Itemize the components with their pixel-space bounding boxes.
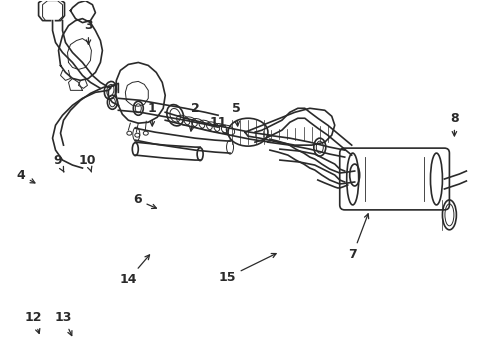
Text: 3: 3 bbox=[84, 19, 93, 44]
Text: 10: 10 bbox=[79, 154, 96, 172]
Text: 12: 12 bbox=[25, 311, 42, 333]
Text: 9: 9 bbox=[53, 154, 64, 172]
Text: 11: 11 bbox=[209, 116, 227, 134]
Text: 1: 1 bbox=[148, 102, 157, 126]
Text: 15: 15 bbox=[219, 253, 276, 284]
Text: 13: 13 bbox=[55, 311, 72, 336]
Text: 4: 4 bbox=[16, 168, 35, 183]
Text: 6: 6 bbox=[133, 193, 156, 208]
Text: 7: 7 bbox=[348, 214, 368, 261]
Text: 5: 5 bbox=[232, 102, 241, 126]
Text: 2: 2 bbox=[190, 102, 199, 131]
Text: 8: 8 bbox=[450, 112, 459, 136]
Text: 14: 14 bbox=[120, 255, 149, 286]
